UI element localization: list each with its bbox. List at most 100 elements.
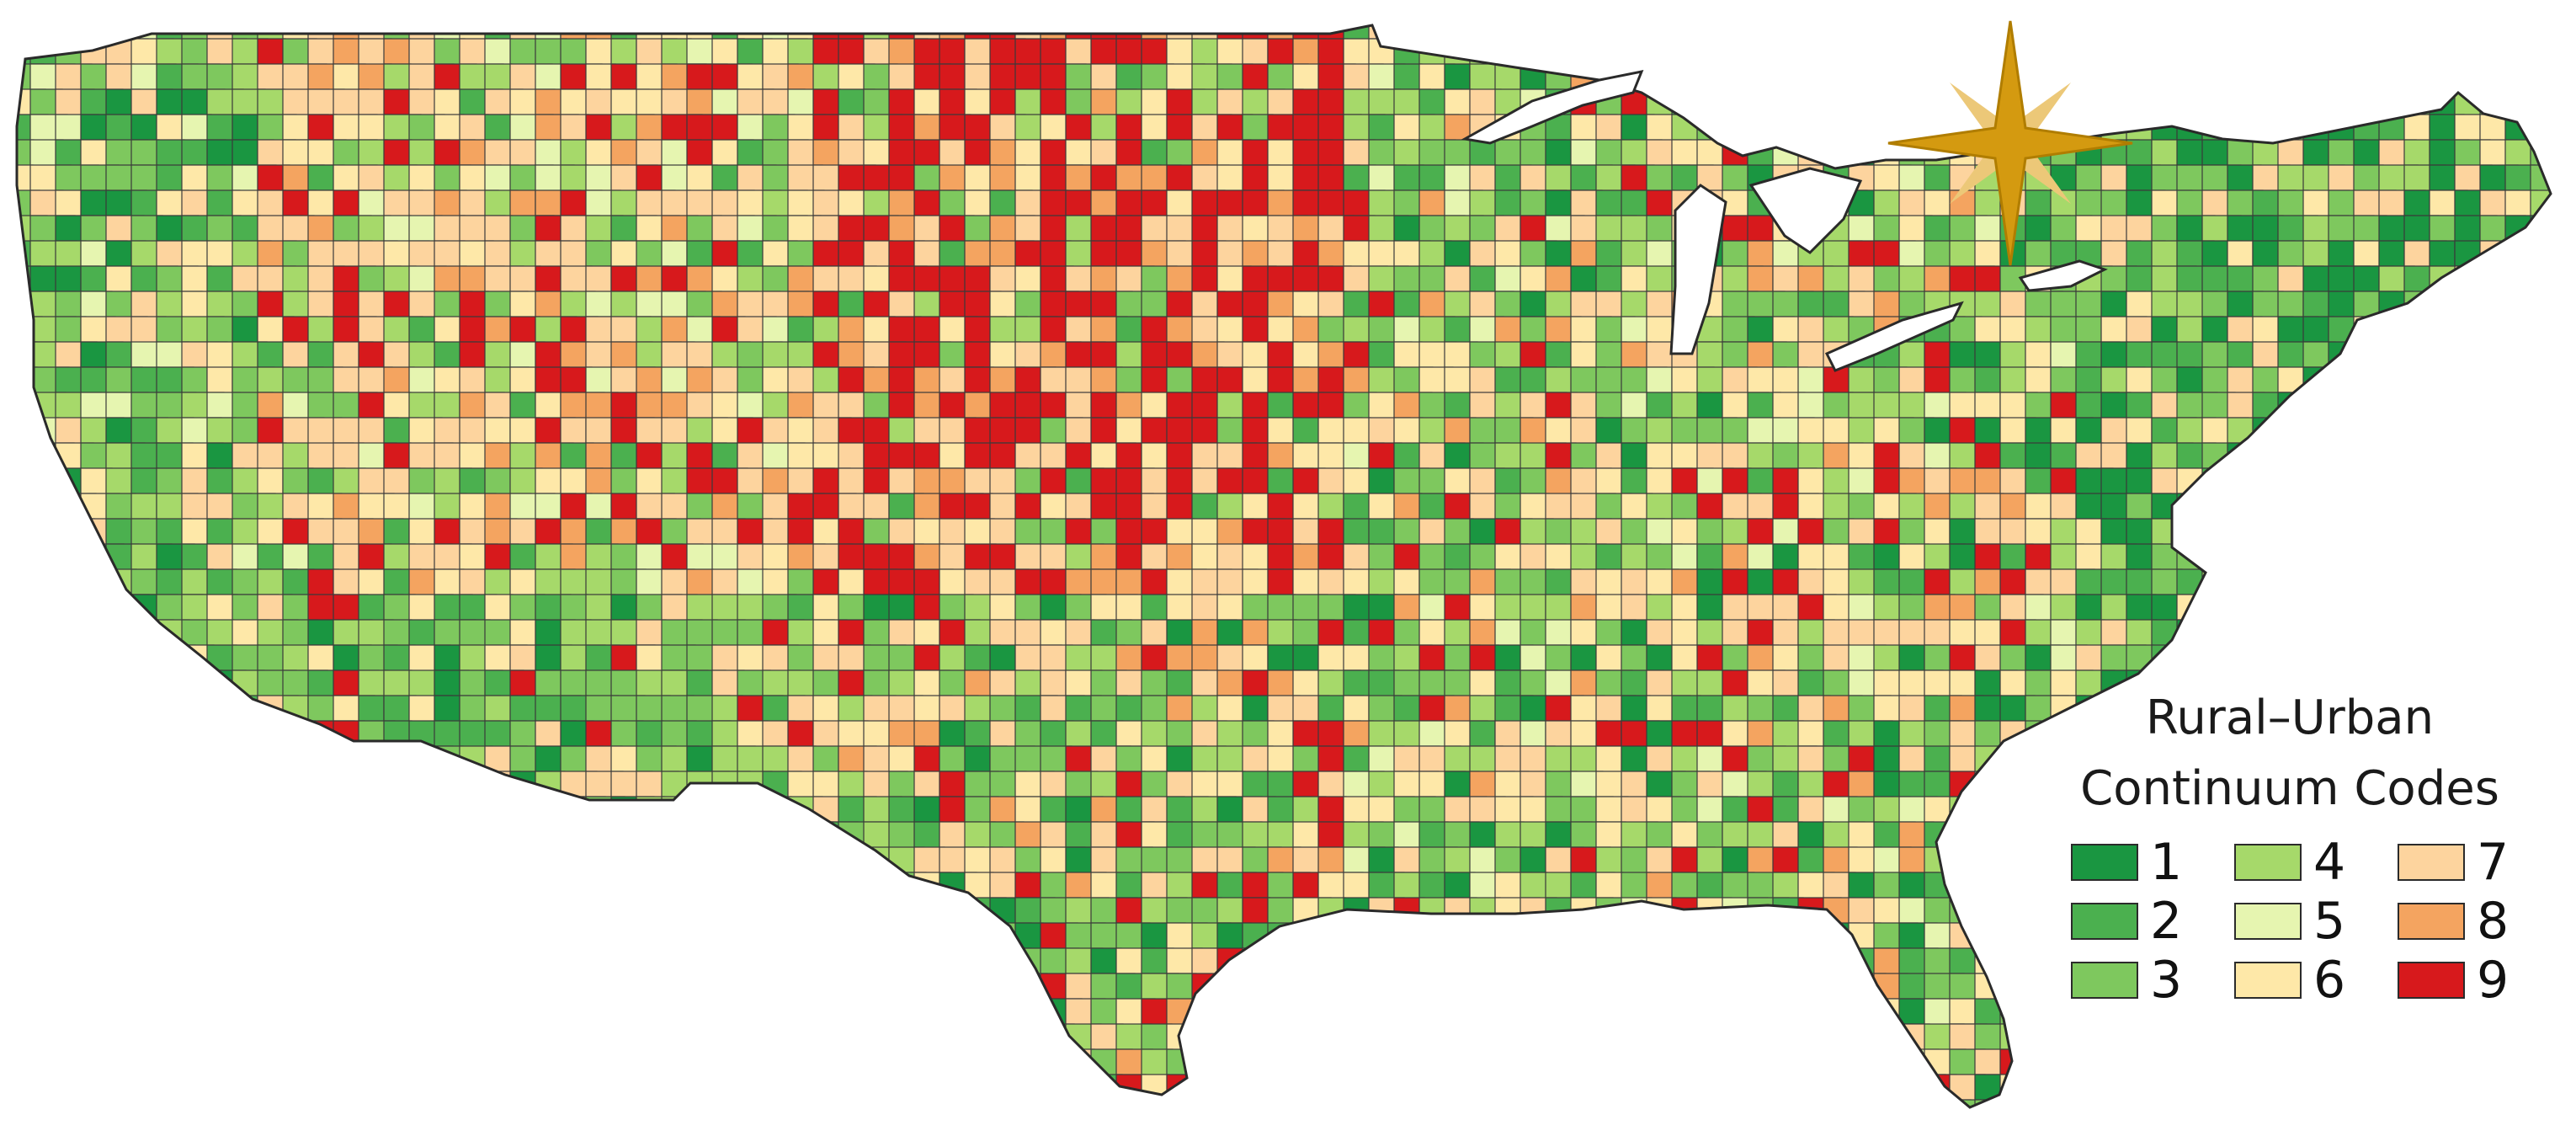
county-cell — [1292, 316, 1323, 344]
county-cell — [1040, 25, 1067, 43]
county-cell — [636, 998, 681, 1037]
county-cell — [2252, 619, 2281, 656]
county-cell — [1494, 1048, 1536, 1084]
county-cell — [55, 644, 88, 678]
county-cell — [711, 947, 758, 979]
county-cell — [1520, 973, 1566, 1011]
county-cell — [55, 922, 99, 951]
county-cell — [1343, 518, 1370, 548]
county-cell — [1646, 1074, 1677, 1107]
county-cell — [661, 897, 689, 928]
county-cell — [181, 998, 218, 1027]
county-cell — [206, 846, 249, 886]
county-cell — [130, 1099, 157, 1107]
county-cell — [257, 947, 289, 979]
county-cell — [2151, 215, 2178, 244]
county-cell — [1292, 1048, 1337, 1079]
legend-item-4: 4 — [2234, 833, 2386, 892]
county-cell — [2504, 291, 2550, 319]
county-cell — [2302, 417, 2334, 454]
county-cell — [257, 796, 302, 825]
county-cell — [2479, 417, 2514, 450]
county-cell — [2176, 38, 2218, 67]
county-cell — [459, 922, 498, 953]
county-cell — [2050, 38, 2096, 73]
county-cell — [80, 973, 116, 1000]
county-cell — [1343, 922, 1387, 950]
county-cell — [80, 998, 123, 1033]
county-cell — [2328, 644, 2368, 683]
county-cell — [232, 897, 270, 925]
county-cell — [610, 38, 637, 67]
county-cell — [1520, 1099, 1562, 1107]
county-cell — [1949, 619, 1977, 648]
county-cell — [2530, 543, 2551, 582]
county-cell — [711, 897, 744, 931]
county-cell — [1797, 947, 1839, 977]
county-cell — [1747, 1074, 1782, 1103]
county-cell — [29, 1099, 56, 1107]
county-cell — [1545, 947, 1588, 986]
county-cell — [1191, 998, 1221, 1037]
county-cell — [863, 998, 906, 1029]
county-cell — [535, 1023, 583, 1062]
county-cell — [257, 88, 285, 115]
county-cell — [2403, 594, 2446, 628]
county-cell — [762, 922, 808, 952]
county-cell — [2556, 999, 2576, 1026]
county-cell — [1191, 543, 1218, 571]
county-cell — [560, 1074, 594, 1107]
county-cell — [408, 922, 450, 957]
county-cell — [17, 669, 32, 702]
county-cell — [1393, 1023, 1424, 1054]
county-cell — [762, 1074, 804, 1101]
county-cell — [1671, 38, 1699, 67]
county-cell — [1317, 1048, 1350, 1078]
county-cell — [2530, 493, 2551, 532]
county-cell — [105, 1099, 150, 1107]
county-cell — [358, 1074, 394, 1107]
county-cell — [2504, 619, 2551, 646]
county-cell — [484, 1023, 521, 1063]
county-cell — [1671, 998, 1706, 1026]
county-cell — [1974, 25, 2013, 40]
legend-label-4: 4 — [2313, 833, 2346, 892]
county-cell — [2403, 417, 2435, 450]
county-cell — [2328, 25, 2365, 48]
county-cell — [55, 543, 98, 576]
county-cell — [2227, 25, 2259, 44]
county-cell — [1343, 1074, 1380, 1107]
county-cell — [307, 872, 353, 904]
county-cell — [1368, 922, 1411, 958]
county-cell — [1267, 998, 1306, 1028]
county-cell — [29, 467, 62, 501]
county-cell — [1494, 1099, 1535, 1107]
county-cell — [232, 973, 258, 1009]
county-cell — [585, 947, 631, 974]
county-cell — [1267, 1023, 1298, 1056]
county-cell — [1797, 63, 1833, 93]
county-cell — [1292, 1074, 1328, 1107]
county-cell — [1368, 518, 1397, 546]
county-cell — [206, 947, 242, 976]
county-cell — [2100, 1074, 2133, 1101]
county-cell — [964, 1099, 998, 1107]
county-cell — [1924, 38, 1964, 76]
county-cell — [1570, 998, 1616, 1036]
county-cell — [156, 669, 195, 707]
county-cell — [2429, 366, 2460, 403]
county-cell — [17, 796, 51, 829]
county-cell — [1267, 1074, 1296, 1106]
county-cell — [80, 796, 124, 835]
county-cell — [2328, 568, 2362, 595]
county-cell — [2378, 1099, 2426, 1107]
county-cell — [408, 821, 439, 861]
county-cell — [17, 442, 44, 470]
county-cell — [2151, 1048, 2195, 1081]
county-cell — [737, 796, 783, 827]
county-cell — [333, 872, 364, 899]
county-cell — [2530, 619, 2551, 659]
county-cell — [257, 771, 285, 799]
county-cell — [2530, 63, 2551, 93]
county-cell — [29, 846, 59, 882]
